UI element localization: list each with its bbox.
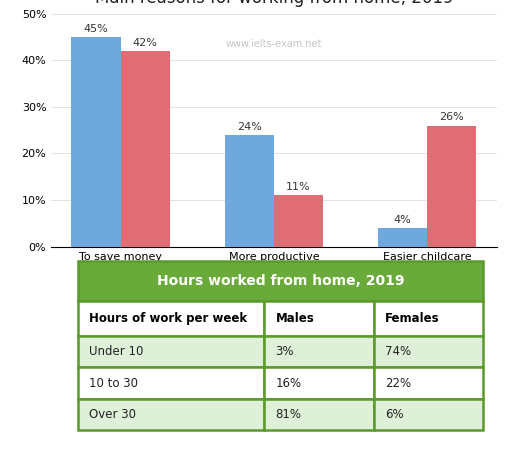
FancyBboxPatch shape	[264, 367, 374, 399]
FancyBboxPatch shape	[264, 336, 374, 367]
FancyBboxPatch shape	[78, 367, 264, 399]
Text: 11%: 11%	[286, 182, 311, 192]
Bar	[428, 125, 476, 247]
Bar	[72, 37, 120, 247]
FancyBboxPatch shape	[374, 367, 483, 399]
FancyBboxPatch shape	[374, 301, 483, 336]
Text: 4%: 4%	[394, 215, 412, 225]
Text: 3%: 3%	[275, 345, 294, 358]
Text: Females: Females	[385, 312, 440, 325]
Text: 6%: 6%	[385, 408, 403, 421]
Text: 24%: 24%	[237, 122, 262, 132]
Bar	[274, 196, 323, 247]
Bar	[225, 135, 274, 247]
Text: Under 10: Under 10	[89, 345, 143, 358]
FancyBboxPatch shape	[264, 301, 374, 336]
FancyBboxPatch shape	[264, 399, 374, 430]
Text: 74%: 74%	[385, 345, 411, 358]
Legend: Males, Females: Males, Females	[206, 297, 342, 316]
Text: 42%: 42%	[133, 38, 158, 48]
Text: Hours of work per week: Hours of work per week	[89, 312, 247, 325]
Text: 45%: 45%	[83, 24, 109, 34]
Text: 26%: 26%	[439, 112, 464, 122]
FancyBboxPatch shape	[374, 336, 483, 367]
FancyBboxPatch shape	[78, 301, 264, 336]
Bar	[120, 51, 169, 247]
Bar	[378, 228, 428, 247]
Text: Males: Males	[275, 312, 314, 325]
Text: 22%: 22%	[385, 376, 411, 390]
Text: www.ielts-exam.net: www.ielts-exam.net	[226, 39, 322, 49]
Text: 10 to 30: 10 to 30	[89, 376, 138, 390]
FancyBboxPatch shape	[374, 399, 483, 430]
Text: Hours worked from home, 2019: Hours worked from home, 2019	[157, 274, 404, 288]
Text: 81%: 81%	[275, 408, 302, 421]
Text: 16%: 16%	[275, 376, 302, 390]
FancyBboxPatch shape	[78, 336, 264, 367]
FancyBboxPatch shape	[78, 261, 483, 301]
Text: Over 30: Over 30	[89, 408, 136, 421]
FancyBboxPatch shape	[78, 399, 264, 430]
Title: Main reasons for working from home, 2019: Main reasons for working from home, 2019	[95, 0, 453, 6]
